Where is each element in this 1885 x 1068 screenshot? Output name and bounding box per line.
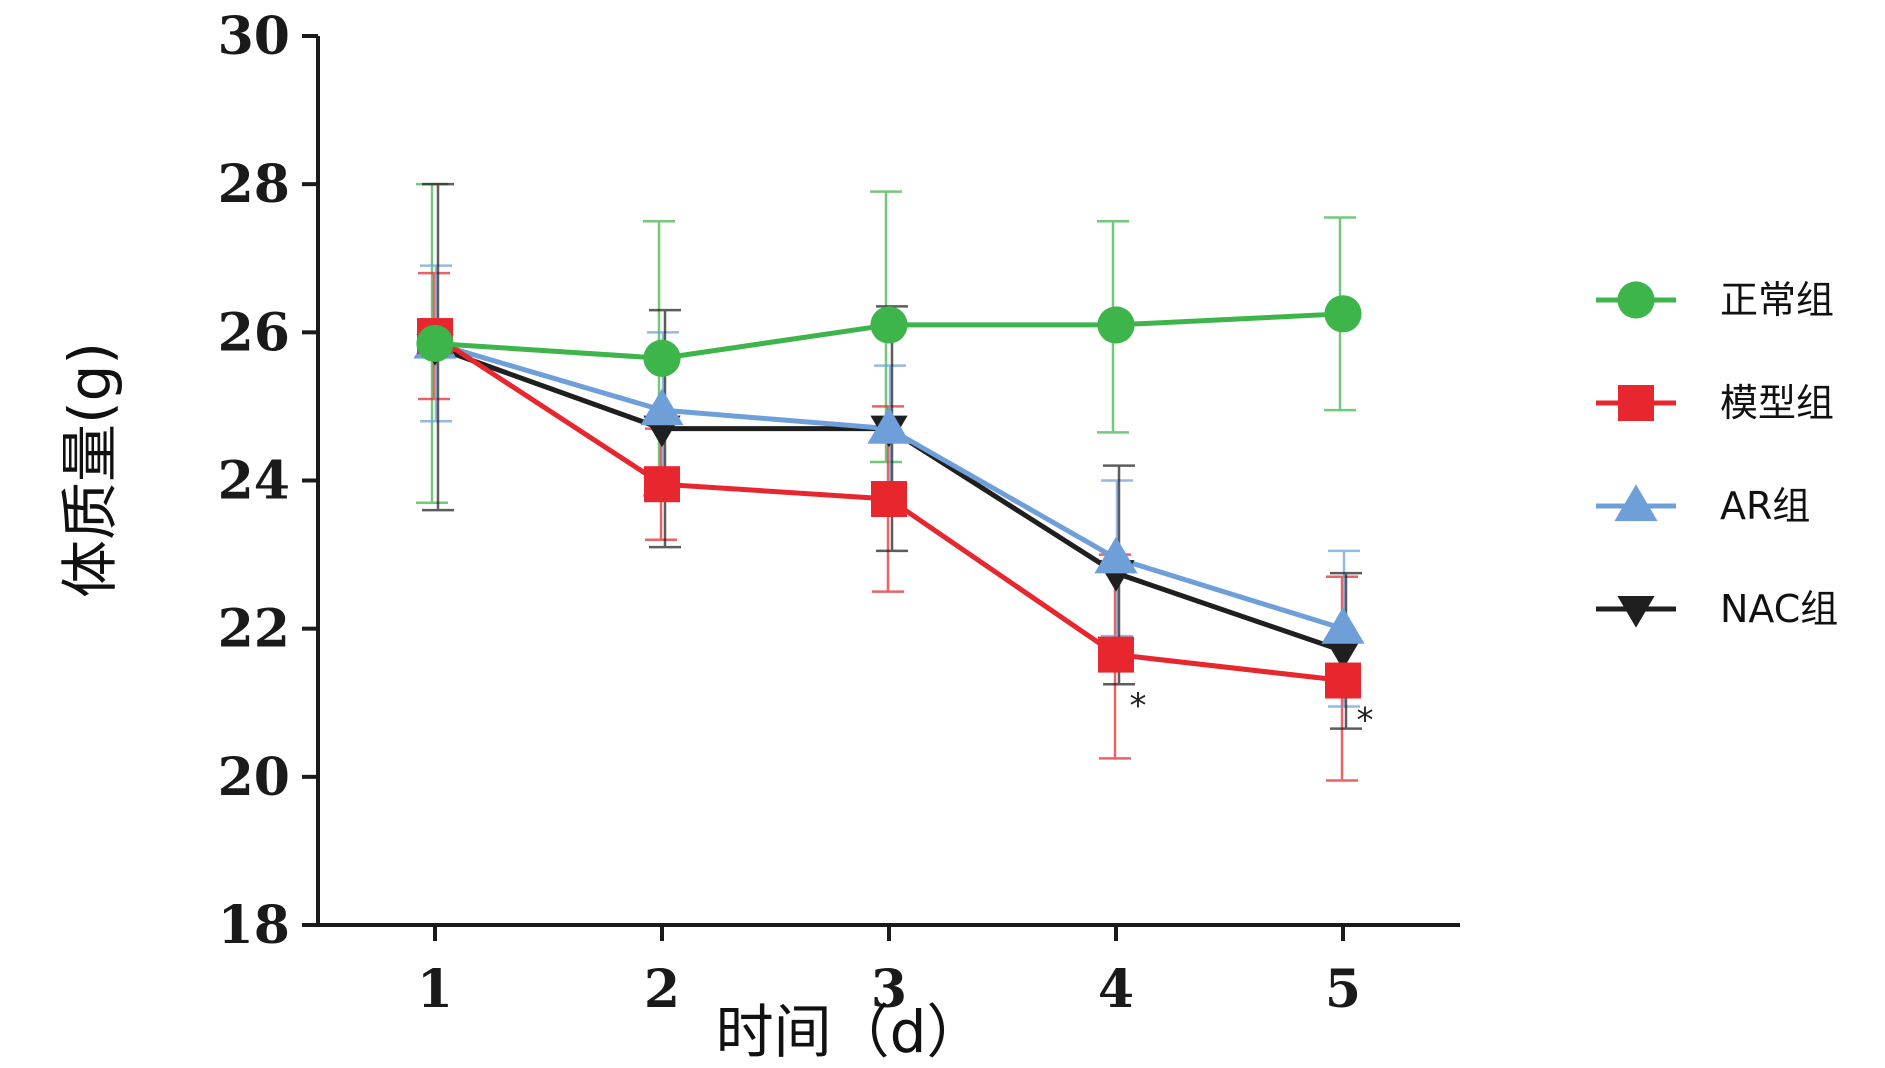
data-point xyxy=(1094,536,1138,574)
data-point xyxy=(1324,637,1362,670)
y-tick-label: 26 xyxy=(218,302,290,363)
data-point xyxy=(643,339,681,377)
error-bar-group xyxy=(422,182,1362,730)
legend-marker xyxy=(1617,595,1655,628)
x-tick-label: 3 xyxy=(871,959,907,1020)
data-point xyxy=(416,324,454,363)
data-point xyxy=(867,407,911,444)
data-point xyxy=(870,306,908,344)
data-point xyxy=(871,481,907,518)
y-tick-label: 28 xyxy=(218,154,290,215)
legend-label: 正常组 xyxy=(1720,278,1834,322)
axes-layer xyxy=(302,34,1460,941)
data-point xyxy=(1098,636,1134,673)
data-point xyxy=(644,466,680,503)
data-point xyxy=(640,388,684,426)
legend-label: NAC组 xyxy=(1720,587,1838,631)
legend-label: AR组 xyxy=(1720,484,1810,528)
x-axis-title: 时间（d） xyxy=(716,998,985,1066)
significance-marker: * xyxy=(1130,686,1147,726)
legend-marker xyxy=(1618,385,1654,421)
legend-label: 模型组 xyxy=(1720,381,1834,425)
data-point xyxy=(1321,607,1365,644)
x-tick-label: 4 xyxy=(1098,959,1134,1020)
error-bar-group xyxy=(416,182,1356,504)
y-tick-label: 22 xyxy=(218,599,290,660)
legend-marker xyxy=(1617,281,1655,319)
data-point xyxy=(1097,306,1135,344)
legend-item: NAC组 xyxy=(1596,587,1838,631)
y-tick-label: 20 xyxy=(218,747,290,808)
x-tick-label: 2 xyxy=(644,959,680,1020)
labels-layer: 18 20 22 24 26 28 30 1 2 3 4 5 时间（d） 体质量(g) * * xyxy=(56,6,1374,1066)
y-tick-label: 24 xyxy=(218,451,290,512)
y-tick-label: 18 xyxy=(218,895,290,956)
data-point xyxy=(1324,295,1362,333)
markers-layer xyxy=(413,295,1365,699)
legend-item: 模型组 xyxy=(1596,381,1834,425)
x-tick-label: 1 xyxy=(417,959,453,1020)
significance-marker: * xyxy=(1357,701,1374,741)
legend-item: 正常组 xyxy=(1596,278,1834,322)
data-point xyxy=(1325,662,1361,699)
y-axis-title: 体质量(g) xyxy=(56,342,124,598)
legend-item: AR组 xyxy=(1596,484,1810,528)
legend-marker xyxy=(1614,484,1658,522)
y-tick-label: 30 xyxy=(218,6,290,67)
x-tick-label: 5 xyxy=(1325,959,1361,1020)
